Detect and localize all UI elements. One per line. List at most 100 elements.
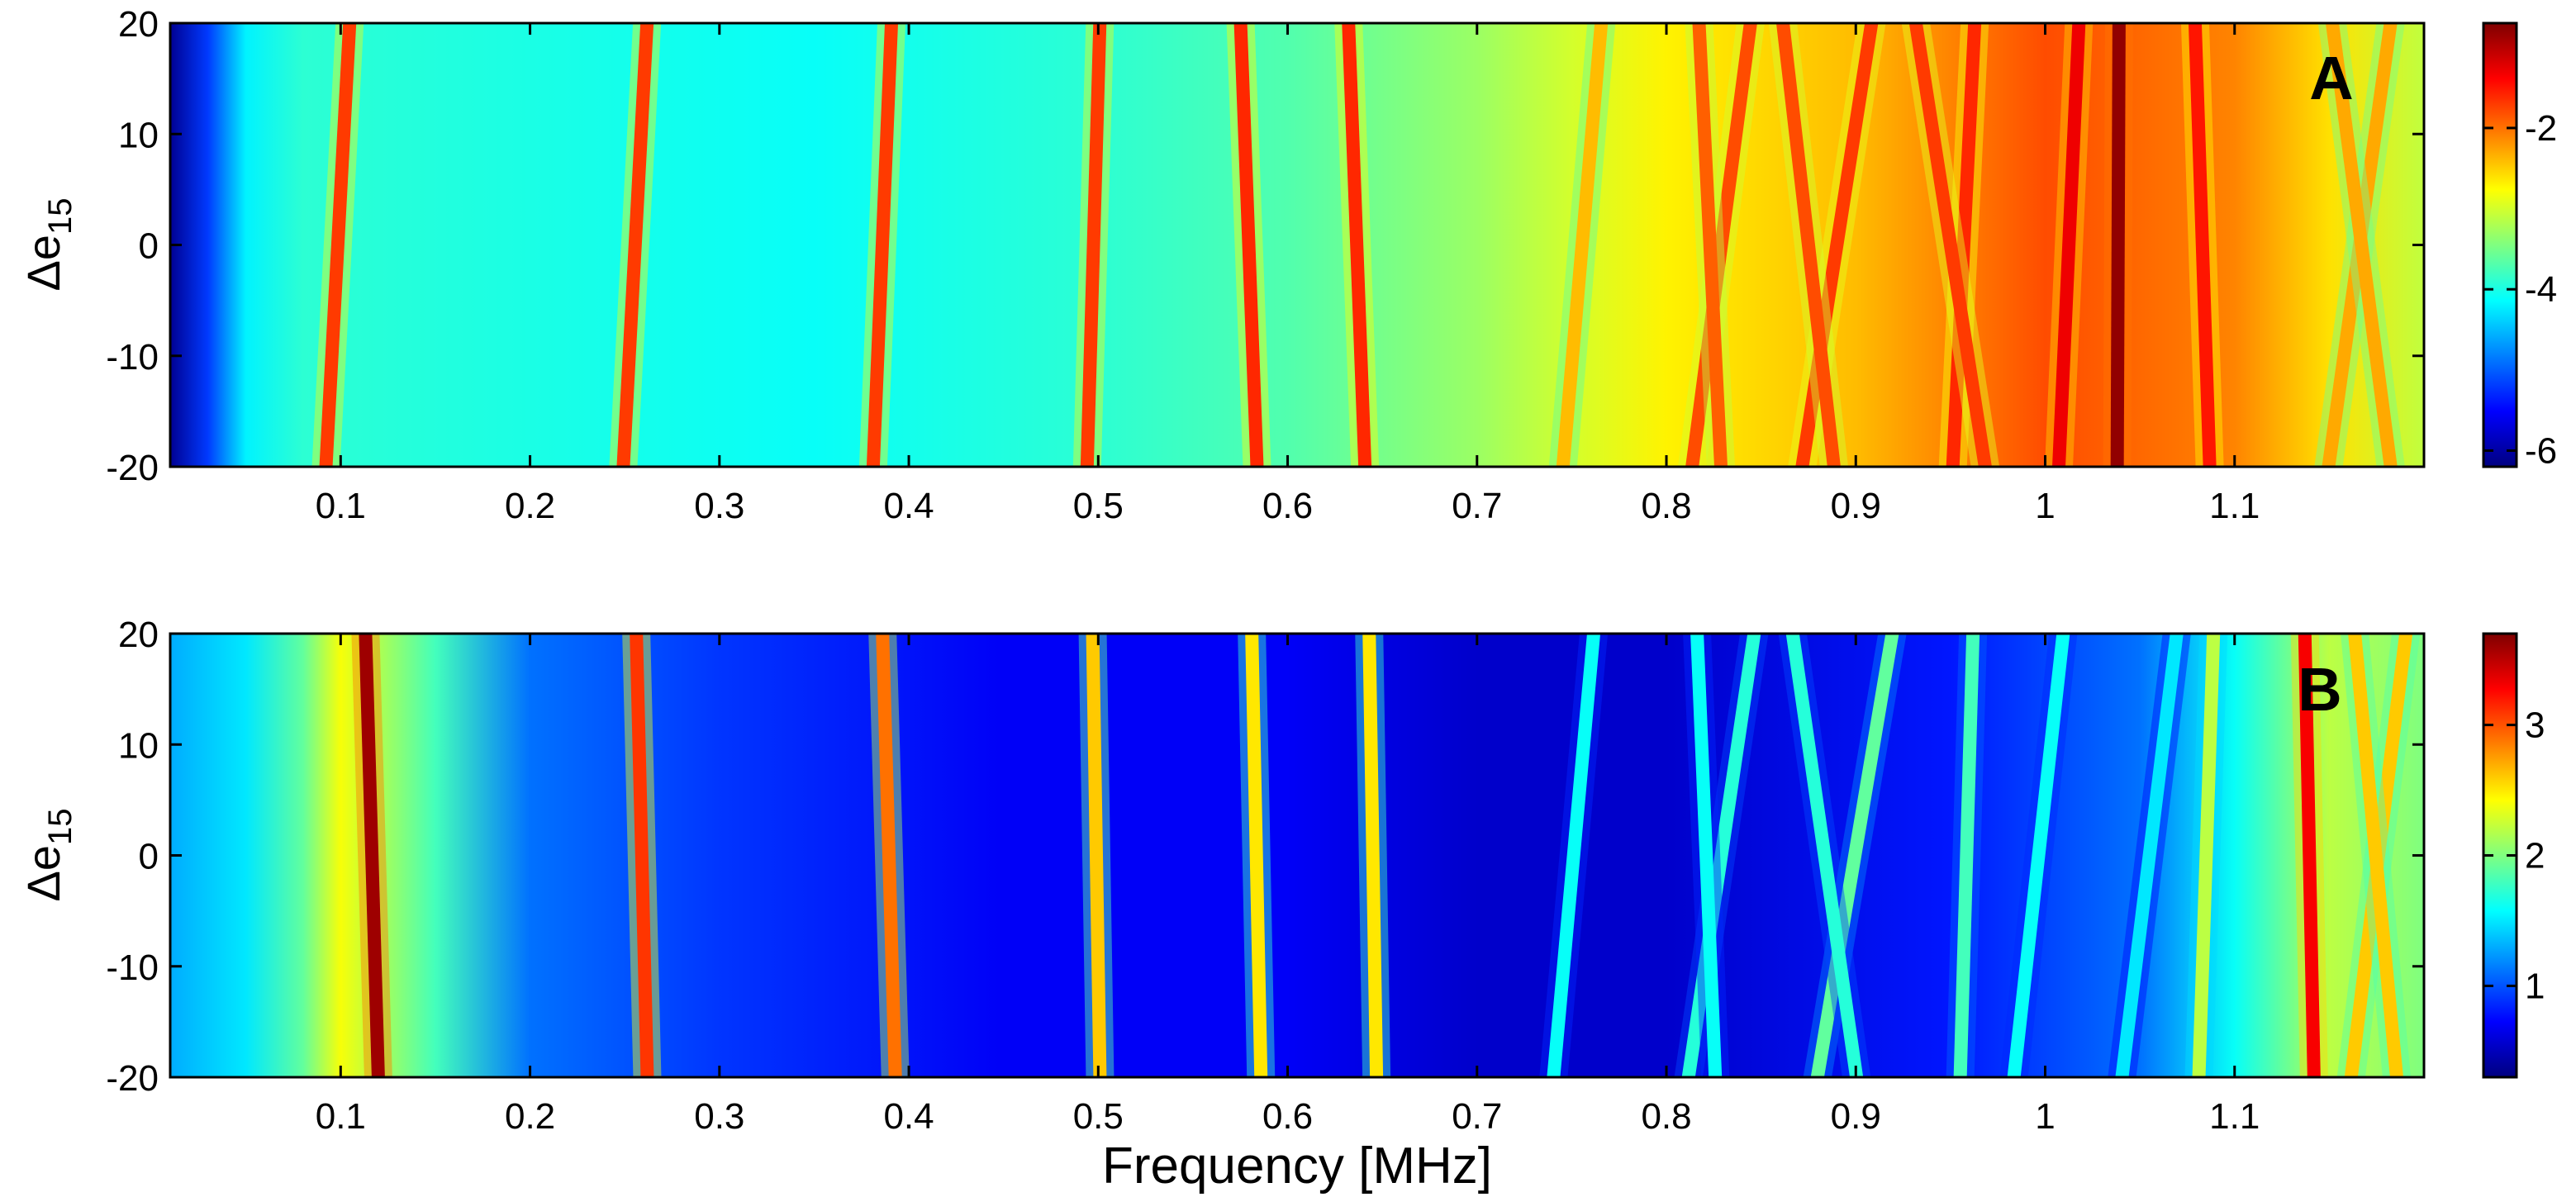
x-tick-label: 0.8 — [1641, 486, 1691, 526]
panel-b-colorbar-ticks: 3 2 1 — [2483, 705, 2545, 1006]
colorbar-tick-label: -4 — [2525, 269, 2557, 310]
panel-b: 0.1 0.2 0.3 0.4 0.5 0.6 0.7 0.8 0.9 1 1.1 20 10 0 -10… — [17, 615, 2545, 1195]
x-tick-label: 0.9 — [1831, 1096, 1881, 1137]
resonance-band — [866, 23, 899, 467]
resonance-band — [1692, 23, 1728, 467]
resonance-band — [2110, 23, 2126, 467]
x-tick-label: 0.4 — [883, 486, 934, 526]
x-tick-label: 0.4 — [883, 1096, 934, 1137]
resonance-band — [359, 634, 385, 1077]
panel-a-bands — [311, 23, 2405, 467]
resonance-band — [2298, 634, 2321, 1077]
resonance-band — [1685, 23, 1757, 467]
resonance-band — [1795, 23, 1879, 467]
x-tick-label: 0.7 — [1452, 486, 1502, 526]
resonance-band — [1775, 23, 1841, 467]
resonance-band — [1953, 634, 1980, 1077]
panel-a-colorbar: -2 -4 -6 — [2482, 21, 2557, 471]
panel-b-colorbar: 3 2 1 — [2482, 632, 2545, 1079]
resonance-band — [1690, 634, 1723, 1077]
panel-b-heatmap — [170, 634, 2424, 1077]
panel-b-x-ticks: 0.1 0.2 0.3 0.4 0.5 0.6 0.7 0.8 0.9 1 1.1 — [316, 634, 2260, 1137]
resonance-band — [2115, 634, 2184, 1077]
y-tick-label: 10 — [118, 115, 159, 155]
x-tick-label: 1 — [2035, 1096, 2055, 1137]
x-tick-label: 1.1 — [2209, 1096, 2260, 1137]
x-tick-label: 0.6 — [1262, 486, 1313, 526]
x-tick-label: 0.5 — [1073, 1096, 1124, 1137]
x-tick-label: 0.1 — [316, 1096, 366, 1137]
resonance-band — [1908, 23, 1992, 467]
panel-b-y-axis-label: Δe15 — [17, 808, 78, 901]
resonance-band — [1086, 634, 1107, 1077]
x-tick-label: 1 — [2035, 486, 2055, 526]
resonance-band — [1547, 634, 1601, 1077]
resonance-band — [1362, 634, 1384, 1077]
x-tick-label: 0.2 — [505, 486, 555, 526]
resonance-band — [2188, 23, 2217, 467]
panel-a-colorbar-gradient — [2483, 23, 2517, 467]
panel-a: 0.1 0.2 0.3 0.4 0.5 0.6 0.7 0.8 0.9 1 1.1 20 10 0 -10… — [17, 4, 2557, 526]
x-tick-label: 1.1 — [2209, 486, 2260, 526]
panel-b-bands — [351, 634, 2421, 1077]
panel-b-y-axis-label-sub: 15 — [42, 808, 78, 845]
resonance-band — [319, 23, 357, 467]
x-tick-label: 0.2 — [505, 1096, 555, 1137]
resonance-band — [2192, 634, 2221, 1077]
y-tick-label: 20 — [118, 615, 159, 655]
panel-b-y-axis-label-base: Δe — [17, 845, 69, 902]
resonance-band — [1785, 634, 1864, 1077]
panel-a-label: A — [2309, 44, 2353, 112]
y-tick-label: 20 — [118, 4, 159, 45]
colorbar-tick-label: 3 — [2525, 705, 2545, 746]
y-tick-label: -20 — [106, 1058, 159, 1099]
y-tick-label: -10 — [106, 337, 159, 378]
colorbar-tick-label: -2 — [2525, 108, 2557, 149]
x-tick-label: 0.9 — [1831, 486, 1881, 526]
panel-a-background — [170, 23, 2424, 467]
resonance-band — [1556, 23, 1609, 467]
resonance-band — [1342, 23, 1372, 467]
resonance-band — [1946, 23, 1982, 467]
x-tick-label: 0.5 — [1073, 486, 1124, 526]
resonance-band — [1233, 23, 1264, 467]
x-tick-label: 0.1 — [316, 486, 366, 526]
y-tick-label: 0 — [139, 226, 159, 267]
panel-a-y-axis-label: Δe15 — [17, 197, 78, 291]
resonance-band — [876, 634, 902, 1077]
panel-a-y-axis-label-base: Δe — [17, 235, 69, 292]
colorbar-tick-label: 2 — [2525, 836, 2545, 876]
x-axis-label: Frequency [MHz] — [1102, 1138, 1492, 1195]
panel-b-background — [170, 634, 2424, 1077]
x-tick-label: 0.3 — [694, 1096, 744, 1137]
panel-a-x-ticks: 0.1 0.2 0.3 0.4 0.5 0.6 0.7 0.8 0.9 1 1.1 — [316, 23, 2260, 526]
y-tick-label: 10 — [118, 725, 159, 766]
resonance-band — [1681, 634, 1761, 1077]
resonance-band — [2007, 634, 2070, 1077]
resonance-band — [2052, 23, 2086, 467]
y-tick-label: -10 — [106, 948, 159, 988]
resonance-band — [2348, 634, 2403, 1077]
y-tick-label: 0 — [139, 837, 159, 877]
panel-a-colorbar-ticks: -2 -4 -6 — [2483, 108, 2557, 471]
resonance-band — [1080, 23, 1107, 467]
x-tick-label: 0.3 — [694, 486, 744, 526]
resonance-band — [630, 634, 654, 1077]
x-tick-label: 0.7 — [1452, 1096, 1502, 1137]
x-tick-label: 0.8 — [1641, 1096, 1691, 1137]
panel-a-y-ticks: 20 10 0 -10 -20 — [106, 4, 2424, 488]
panel-a-y-axis-label-sub: 15 — [42, 197, 78, 235]
panel-b-label: B — [2298, 655, 2341, 724]
panel-a-heatmap — [170, 23, 2424, 467]
x-tick-label: 0.6 — [1262, 1096, 1313, 1137]
resonance-band — [616, 23, 654, 467]
colorbar-tick-label: -6 — [2525, 430, 2557, 471]
panel-b-y-ticks: 20 10 0 -10 -20 — [106, 615, 2424, 1099]
y-tick-label: -20 — [106, 448, 159, 488]
colorbar-tick-label: 1 — [2525, 966, 2545, 1006]
resonance-band — [1810, 634, 1899, 1077]
panel-a-colorbar-frame — [2482, 21, 2518, 468]
resonance-band — [1245, 634, 1268, 1077]
resonance-band — [2325, 23, 2398, 467]
